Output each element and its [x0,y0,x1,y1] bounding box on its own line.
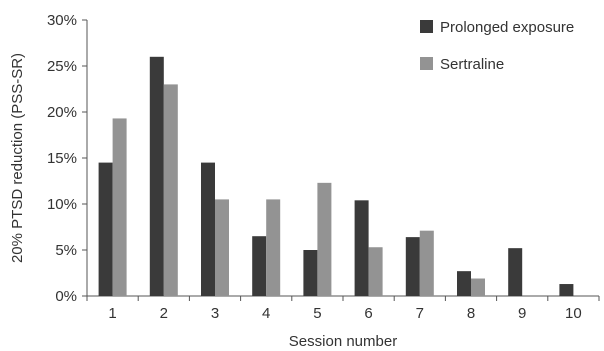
y-axis-title: 20% PTSD reduction (PSS-SR) [9,53,26,263]
bar-sertraline [266,199,281,296]
x-tick-label: 2 [160,305,168,322]
x-tick-label: 9 [518,305,526,322]
bar-prolonged-exposure [508,248,523,296]
bar-sertraline [215,199,229,296]
bar-sertraline [471,278,485,296]
bar-prolonged-exposure [98,162,113,296]
x-tick-label: 7 [416,305,424,322]
x-tick-label: 8 [467,305,475,322]
legend-swatch [420,57,433,70]
legend-label: Prolonged exposure [440,19,574,36]
bar-sertraline [317,182,332,296]
legend-swatch [420,20,433,33]
legend-label: Sertraline [440,56,504,73]
bar-prolonged-exposure [303,250,318,296]
bar-prolonged-exposure [149,56,164,296]
x-axis: 1 2 3 4 5 6 7 8 9 10 [86,295,600,322]
legend: Prolonged exposure Sertraline [420,19,574,73]
bars [98,56,574,297]
y-axis: 0% 5% 10% 15% 20% 25% 30% [47,12,88,305]
x-axis-title: Session number [289,333,397,350]
bar-prolonged-exposure [457,271,471,296]
x-tick-label: 4 [262,305,270,322]
x-tick-label: 10 [565,305,582,322]
y-tick-label: 25% [47,58,77,75]
bar-sertraline [368,247,383,296]
y-tick-label: 10% [47,196,77,213]
x-tick-label: 3 [211,305,219,322]
y-tick-label: 5% [55,242,77,259]
bar-prolonged-exposure [201,162,215,296]
x-tick-label: 6 [364,305,372,322]
bar-prolonged-exposure [559,284,574,296]
y-tick-label: 30% [47,12,77,29]
y-tick-label: 15% [47,150,77,167]
x-tick-label: 5 [313,305,321,322]
bar-prolonged-exposure [405,237,420,296]
y-tick-label: 0% [55,288,77,305]
bar-sertraline [163,84,178,297]
bar-sertraline [419,230,434,296]
y-tick-label: 20% [47,104,77,121]
bar-prolonged-exposure [354,200,369,296]
bar-prolonged-exposure [252,236,267,296]
x-tick-label: 1 [108,305,116,322]
bar-sertraline [112,118,127,296]
